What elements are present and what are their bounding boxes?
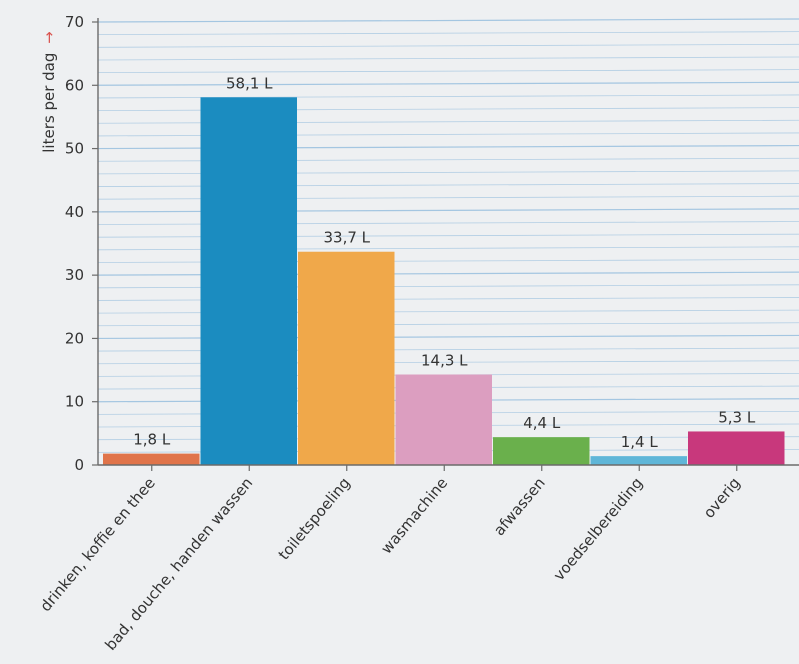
y-axis-arrow-icon: → (40, 31, 58, 44)
y-axis-label: liters per dag → (40, 31, 58, 152)
y-tick-label: 40 (65, 203, 84, 221)
y-axis-label-text: liters per dag (40, 53, 58, 153)
y-tick-label: 20 (65, 329, 84, 347)
data-label-2: 58,1 L (226, 74, 273, 92)
data-label-3: 33,7 L (323, 229, 370, 247)
y-tick-label: 60 (65, 76, 84, 94)
data-label-5: 4,4 L (523, 414, 561, 432)
y-tick-label: 30 (65, 266, 84, 284)
y-tick-label: 0 (74, 456, 84, 474)
y-axis-title: liters per dag → (40, 31, 58, 152)
data-label-1: 1,8 L (133, 431, 171, 449)
x-tick-label: wasmachine (377, 474, 451, 557)
grid-line (97, 69, 799, 74)
bar-6 (590, 456, 687, 465)
data-label-6: 1,4 L (621, 433, 659, 451)
y-tick-label: 50 (65, 140, 84, 158)
grid-line (97, 31, 799, 36)
x-tick-label: overig (700, 474, 744, 522)
grid-line (97, 18, 799, 23)
bar-4 (395, 374, 492, 465)
x-tick-label: afwassen (490, 474, 549, 539)
data-label-7: 5,3 L (718, 408, 756, 426)
x-tick-label: toiletspoeling (275, 474, 354, 563)
grid-line (97, 43, 799, 48)
data-label-4: 14,3 L (421, 352, 468, 370)
grid-line (97, 56, 799, 61)
x-tick-label: voedselbereiding (550, 474, 647, 584)
y-tick-label: 10 (65, 393, 84, 411)
bar-1 (103, 453, 200, 465)
y-tick-label: 70 (65, 13, 84, 31)
bars (103, 97, 785, 465)
bar-7 (688, 431, 785, 465)
axes (92, 18, 799, 471)
bar-5 (493, 437, 590, 465)
grid-line (97, 81, 799, 86)
x-tick-label: drinken, koffie en thee (36, 474, 158, 615)
bar-2 (200, 97, 297, 465)
bar-3 (298, 251, 395, 465)
